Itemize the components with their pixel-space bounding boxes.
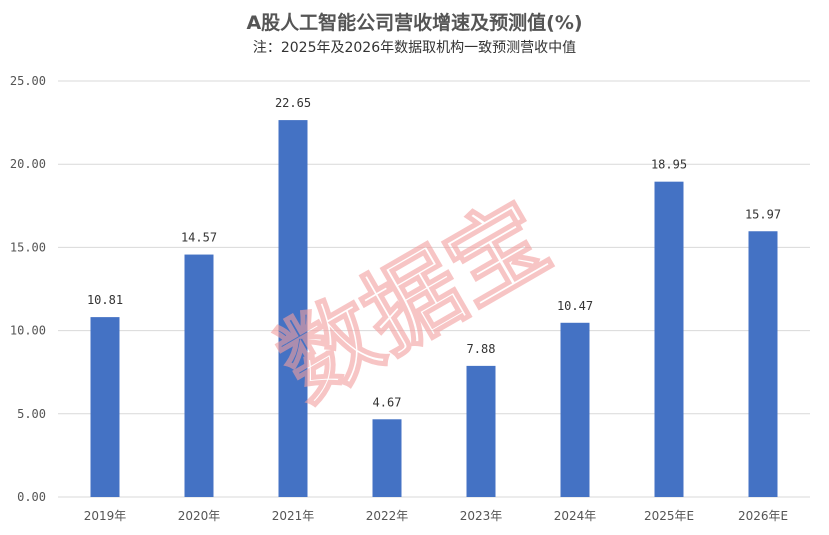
x-category-label: 2022年 [366, 509, 409, 523]
data-label: 10.47 [557, 299, 593, 313]
bar [466, 365, 496, 497]
y-tick-label: 5.00 [17, 407, 46, 421]
y-tick-label: 15.00 [10, 240, 46, 254]
x-category-label: 2025年E [644, 509, 694, 523]
x-category-label: 2024年 [554, 509, 597, 523]
x-category-label: 2021年 [272, 509, 315, 523]
x-category-label: 2026年E [738, 509, 788, 523]
x-category-label: 2023年 [460, 509, 503, 523]
x-category-label: 2019年 [84, 509, 127, 523]
bar [560, 322, 590, 497]
bar [278, 120, 308, 497]
bars [90, 120, 778, 497]
gridlines [58, 80, 810, 498]
y-axis-ticks: 0.00 5.00 10.00 15.00 20.00 25.00 [10, 74, 46, 504]
chart-title: A股人工智能公司营收增速及预测值(%) [246, 12, 583, 34]
bar [184, 254, 214, 497]
data-label: 15.97 [745, 207, 781, 221]
data-label: 22.65 [275, 96, 311, 110]
data-label: 7.88 [467, 342, 496, 356]
bar [654, 181, 684, 497]
bar [372, 419, 402, 497]
bar [748, 231, 778, 497]
chart-subtitle: 注：2025年及2026年数据取机构一致预测营收中值 [252, 40, 577, 56]
bar [90, 317, 120, 497]
y-tick-label: 25.00 [10, 74, 46, 88]
y-tick-label: 20.00 [10, 157, 46, 171]
data-label: 4.67 [373, 395, 402, 409]
y-tick-label: 10.00 [10, 324, 46, 338]
data-label: 18.95 [651, 158, 687, 172]
data-label: 10.81 [87, 293, 123, 307]
x-axis-categories: 2019年 2020年 2021年 2022年 2023年 2024年 2025年E 2026… [84, 509, 788, 523]
y-tick-label: 0.00 [17, 490, 46, 504]
data-label: 14.57 [181, 231, 217, 245]
x-category-label: 2020年 [178, 509, 221, 523]
data-labels: 10.81 14.57 22.65 4.67 7.88 10.47 18.95 15.97 [87, 96, 781, 409]
